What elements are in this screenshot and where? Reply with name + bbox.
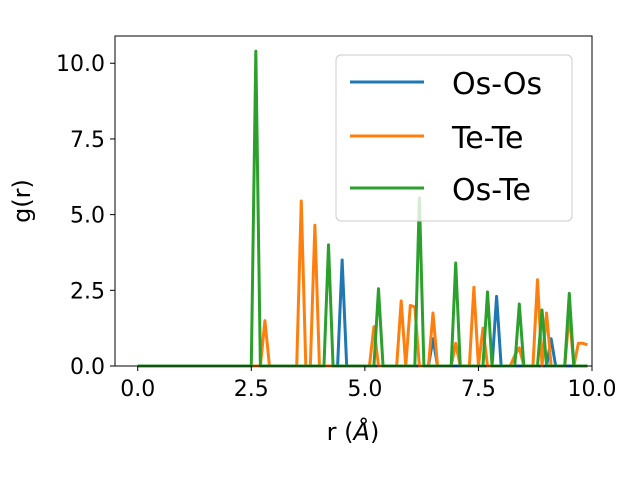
- x-tick-label: 2.5: [234, 377, 269, 402]
- y-axis-label: g(r): [8, 179, 36, 223]
- x-axis: 0.0 2.5 5.0 7.5 10.0: [120, 366, 616, 402]
- legend: Os-Os Te-Te Os-Te: [335, 54, 573, 222]
- x-tick-label: 10.0: [568, 377, 617, 402]
- x-axis-label-unit: Å: [352, 417, 370, 446]
- x-tick-label: 5.0: [347, 377, 382, 402]
- y-tick-label: 10.0: [56, 52, 105, 77]
- y-tick-label: 0.0: [70, 355, 105, 380]
- y-axis: 0.0 2.5 5.0 7.5 10.0: [56, 52, 115, 380]
- series-line-te-te: [137, 199, 588, 368]
- x-axis-label-close: ): [370, 418, 379, 446]
- x-tick-label: 0.0: [120, 377, 155, 402]
- legend-entry-os-te: Os-Te: [452, 173, 531, 208]
- legend-entry-os-os: Os-Os: [452, 67, 542, 102]
- x-axis-label-text: r (: [327, 418, 354, 446]
- y-tick-label: 7.5: [70, 128, 105, 153]
- series-line-os-te: [137, 49, 588, 368]
- plot-frame: [114, 35, 593, 367]
- legend-box: [335, 54, 573, 222]
- y-tick-label: 2.5: [70, 279, 105, 304]
- x-tick-label: 7.5: [461, 377, 496, 402]
- legend-entry-te-te: Te-Te: [451, 121, 523, 156]
- y-tick-label: 5.0: [70, 204, 105, 229]
- x-axis-label: r (Å): [327, 417, 380, 446]
